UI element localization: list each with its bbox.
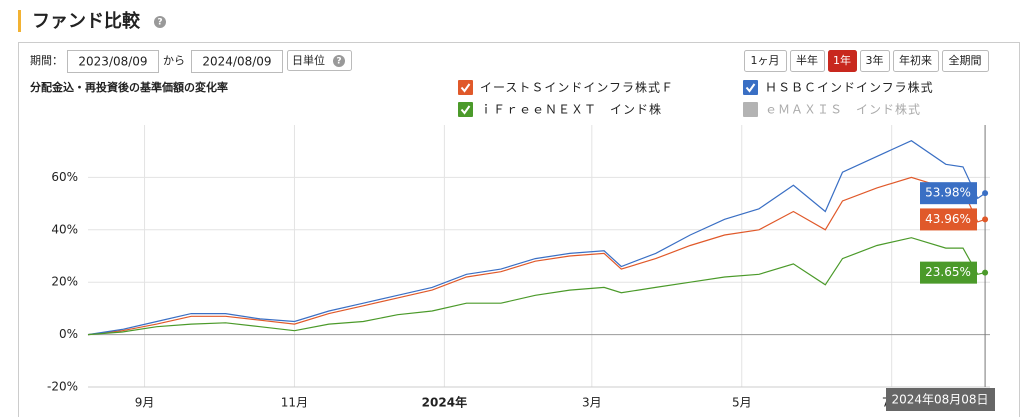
unit-label: 日単位 xyxy=(292,53,325,67)
x-tick-label: 11月 xyxy=(281,396,308,410)
legend-checkbox[interactable] xyxy=(458,80,473,95)
start-input[interactable] xyxy=(67,50,159,73)
title-accent xyxy=(18,10,21,32)
check-mark xyxy=(745,83,756,93)
chart-subtitle: 分配金込・再投資後の基準価額の変化率 xyxy=(30,80,228,94)
range-button[interactable] xyxy=(744,50,787,72)
x-tick-label: 5月 xyxy=(732,396,752,410)
value-label-box xyxy=(920,182,977,205)
series-line xyxy=(87,237,986,336)
x-tick-label: 9月 xyxy=(135,396,155,410)
range-label: 3年 xyxy=(866,53,884,67)
value-label: 23.65% xyxy=(925,265,971,279)
legend-label[interactable]: ＨＳＢＣインドインフラ株式 xyxy=(765,80,934,95)
help-mark: ? xyxy=(157,18,162,28)
y-tick-label: 40% xyxy=(51,222,78,236)
page-title: ファンド比較 xyxy=(32,10,141,32)
help-icon[interactable] xyxy=(154,16,166,28)
end-input[interactable] xyxy=(191,50,283,73)
value-label: 43.96% xyxy=(925,212,971,226)
legend-checkbox[interactable] xyxy=(458,102,473,117)
range-button[interactable] xyxy=(828,50,857,72)
panel xyxy=(18,42,1020,417)
value-label: 53.98% xyxy=(925,186,971,200)
range-label: 1年 xyxy=(833,53,851,67)
legend-checkbox[interactable] xyxy=(743,102,758,117)
y-tick-label: 0% xyxy=(59,327,78,341)
range-button[interactable] xyxy=(860,50,890,72)
legend-label[interactable]: イーストＳインドインフラ株式Ｆ xyxy=(480,80,674,95)
range-label: 全期間 xyxy=(949,53,982,67)
y-tick-label: 60% xyxy=(51,170,78,184)
cursor-label: 2024年08月08日 xyxy=(891,393,988,407)
range-button[interactable] xyxy=(790,50,825,72)
value-label-box xyxy=(920,261,977,284)
value-label-box xyxy=(920,208,977,231)
range-button[interactable] xyxy=(893,50,939,72)
period-label: 期間： xyxy=(30,54,63,67)
end-dot xyxy=(982,269,989,276)
y-tick-label: -20% xyxy=(47,380,78,394)
unit-help[interactable] xyxy=(333,55,345,67)
check-mark xyxy=(460,105,471,115)
x-tick-label: 3月 xyxy=(582,396,602,410)
unit-help-mark: ? xyxy=(336,57,341,67)
range-label: 年初来 xyxy=(899,53,932,67)
legend-label[interactable]: ｉＦｒｅｅＮＥＸＴ インド株 xyxy=(480,102,662,117)
check-mark xyxy=(460,83,471,93)
legend-label[interactable]: ｅＭＡＸＩＳ インド株式 xyxy=(765,102,921,117)
range-button[interactable] xyxy=(942,50,989,72)
end-dot xyxy=(982,216,989,223)
y-tick-label: 20% xyxy=(51,275,78,289)
end-date: 2024/08/09 xyxy=(202,55,271,69)
legend-checkbox[interactable] xyxy=(743,80,758,95)
series-line xyxy=(87,176,986,336)
end-dot xyxy=(982,190,989,197)
between-label: から xyxy=(163,54,185,67)
series-line xyxy=(87,140,986,336)
range-label: 1ヶ月 xyxy=(751,54,780,67)
range-label: 半年 xyxy=(796,53,818,67)
cursor-tooltip xyxy=(886,388,995,411)
start-date: 2023/08/09 xyxy=(78,55,147,69)
x-tick-label: 2024年 xyxy=(422,395,467,410)
